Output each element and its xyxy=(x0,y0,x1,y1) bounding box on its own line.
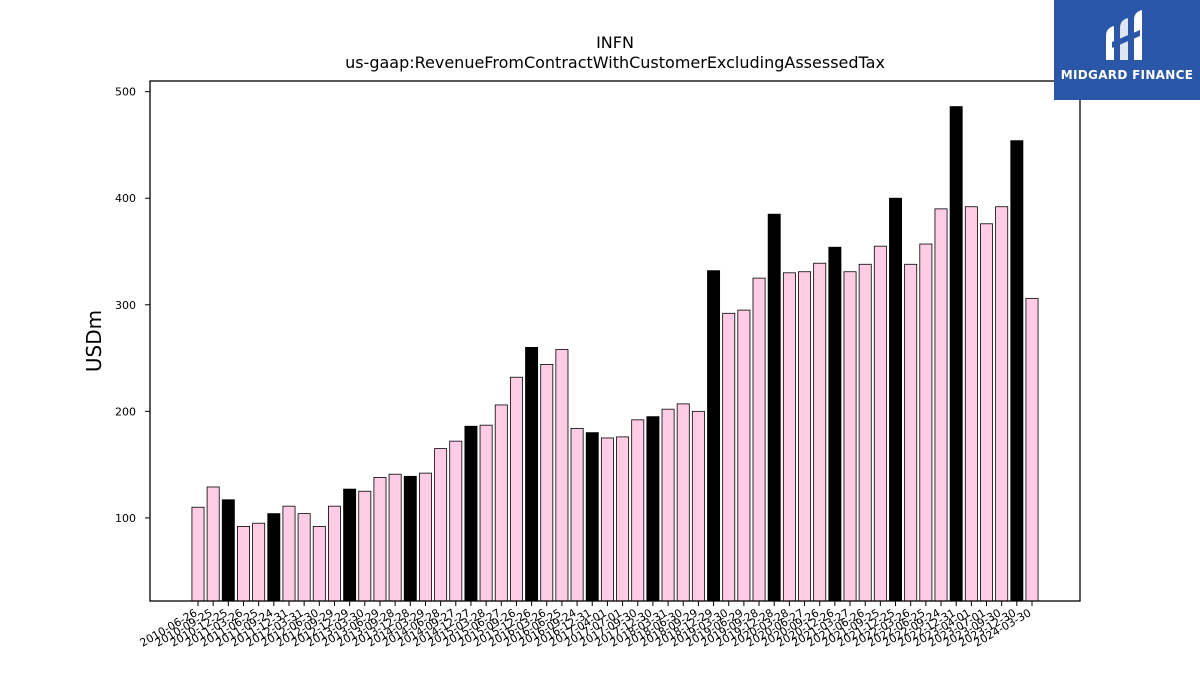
bar-2021-06-26 xyxy=(858,263,872,602)
bar-2023-09-30 xyxy=(995,206,1009,602)
bar-2017-07-01 xyxy=(616,436,630,602)
bar-2021-12-25 xyxy=(889,197,902,602)
bar-2023-12-30 xyxy=(1010,140,1024,602)
y-tick-label: 300 xyxy=(115,299,136,312)
y-tick-label: 200 xyxy=(115,405,136,418)
bar-2020-12-26 xyxy=(828,246,842,602)
bar-2021-09-25 xyxy=(873,245,887,602)
y-tick-label: 500 xyxy=(115,86,136,99)
bar-2019-06-29 xyxy=(737,309,751,602)
bar-2018-03-31 xyxy=(661,408,675,602)
chart-subtitle: us-gaap:RevenueFromContractWithCustomerE… xyxy=(345,53,885,72)
bar-2022-03-26 xyxy=(904,263,918,602)
bar-2011-06-25 xyxy=(252,522,266,602)
bar-2022-09-24 xyxy=(934,208,948,602)
bar-2012-09-29 xyxy=(328,505,341,602)
plot-frame xyxy=(149,80,1081,602)
bar-2011-09-24 xyxy=(267,513,281,602)
bar-2015-06-27 xyxy=(494,404,508,602)
bar-2012-06-30 xyxy=(312,526,326,602)
y-tick-label: 400 xyxy=(115,192,136,205)
bar-2015-12-26 xyxy=(525,346,539,602)
y-axis-ticks: 100 200 300 400 500 xyxy=(115,86,150,525)
bars-group xyxy=(191,106,1039,602)
bar-2014-03-29 xyxy=(418,472,432,602)
bar-2017-04-01 xyxy=(600,437,614,602)
y-axis-label: USDm xyxy=(82,310,106,372)
bar-2013-12-28 xyxy=(403,475,417,602)
bar-2018-12-29 xyxy=(707,270,721,602)
bar-2020-03-28 xyxy=(782,272,796,602)
bar-2021-03-27 xyxy=(843,271,857,602)
bar-2013-06-29 xyxy=(373,476,387,602)
bar-2018-06-30 xyxy=(676,403,690,602)
bar-2016-06-25 xyxy=(555,349,569,602)
bar-2016-09-24 xyxy=(570,427,584,602)
bar-2023-07-01 xyxy=(980,223,993,602)
bar-2013-03-30 xyxy=(358,490,372,602)
bar-2022-12-31 xyxy=(949,106,963,602)
bar-2012-03-31 xyxy=(297,513,311,602)
bar-2022-06-25 xyxy=(919,243,933,602)
bar-2018-09-29 xyxy=(691,410,705,602)
bar-2014-06-28 xyxy=(434,448,448,602)
bar-2014-12-27 xyxy=(464,425,478,602)
bar-2014-09-27 xyxy=(449,440,463,602)
logo-text: MIDGARD FINANCE xyxy=(1060,68,1194,82)
bar-2012-12-29 xyxy=(343,488,357,602)
bar-2015-09-26 xyxy=(509,376,523,602)
midgard-finance-logo: MIDGARD FINANCE xyxy=(1054,0,1200,100)
logo-mark-icon xyxy=(1106,10,1142,60)
bar-2015-03-28 xyxy=(479,424,493,602)
bar-2023-04-01 xyxy=(964,206,978,602)
x-axis-ticks: 2010-06-262010-09-252010-12-252011-03-26… xyxy=(138,601,1034,650)
bar-2013-09-28 xyxy=(388,473,402,602)
bar-2010-06-26 xyxy=(191,506,205,602)
bar-2016-03-26 xyxy=(540,364,554,602)
y-tick-label: 100 xyxy=(115,512,136,525)
bar-2024-03-30 xyxy=(1025,297,1039,602)
bar-2010-09-25 xyxy=(206,486,220,602)
bar-2010-12-25 xyxy=(221,499,235,602)
bar-2019-12-28 xyxy=(767,213,781,602)
bar-2011-12-31 xyxy=(282,505,296,602)
bar-2020-06-27 xyxy=(798,271,812,602)
bar-2011-03-26 xyxy=(237,526,250,602)
bar-2016-12-31 xyxy=(585,432,599,602)
bar-2017-09-30 xyxy=(631,419,645,602)
bar-2017-12-30 xyxy=(646,416,660,602)
bar-2020-09-26 xyxy=(813,262,827,602)
chart-title: INFN xyxy=(596,33,634,52)
bar-2019-03-30 xyxy=(722,312,736,602)
bar-2019-09-28 xyxy=(752,277,766,602)
